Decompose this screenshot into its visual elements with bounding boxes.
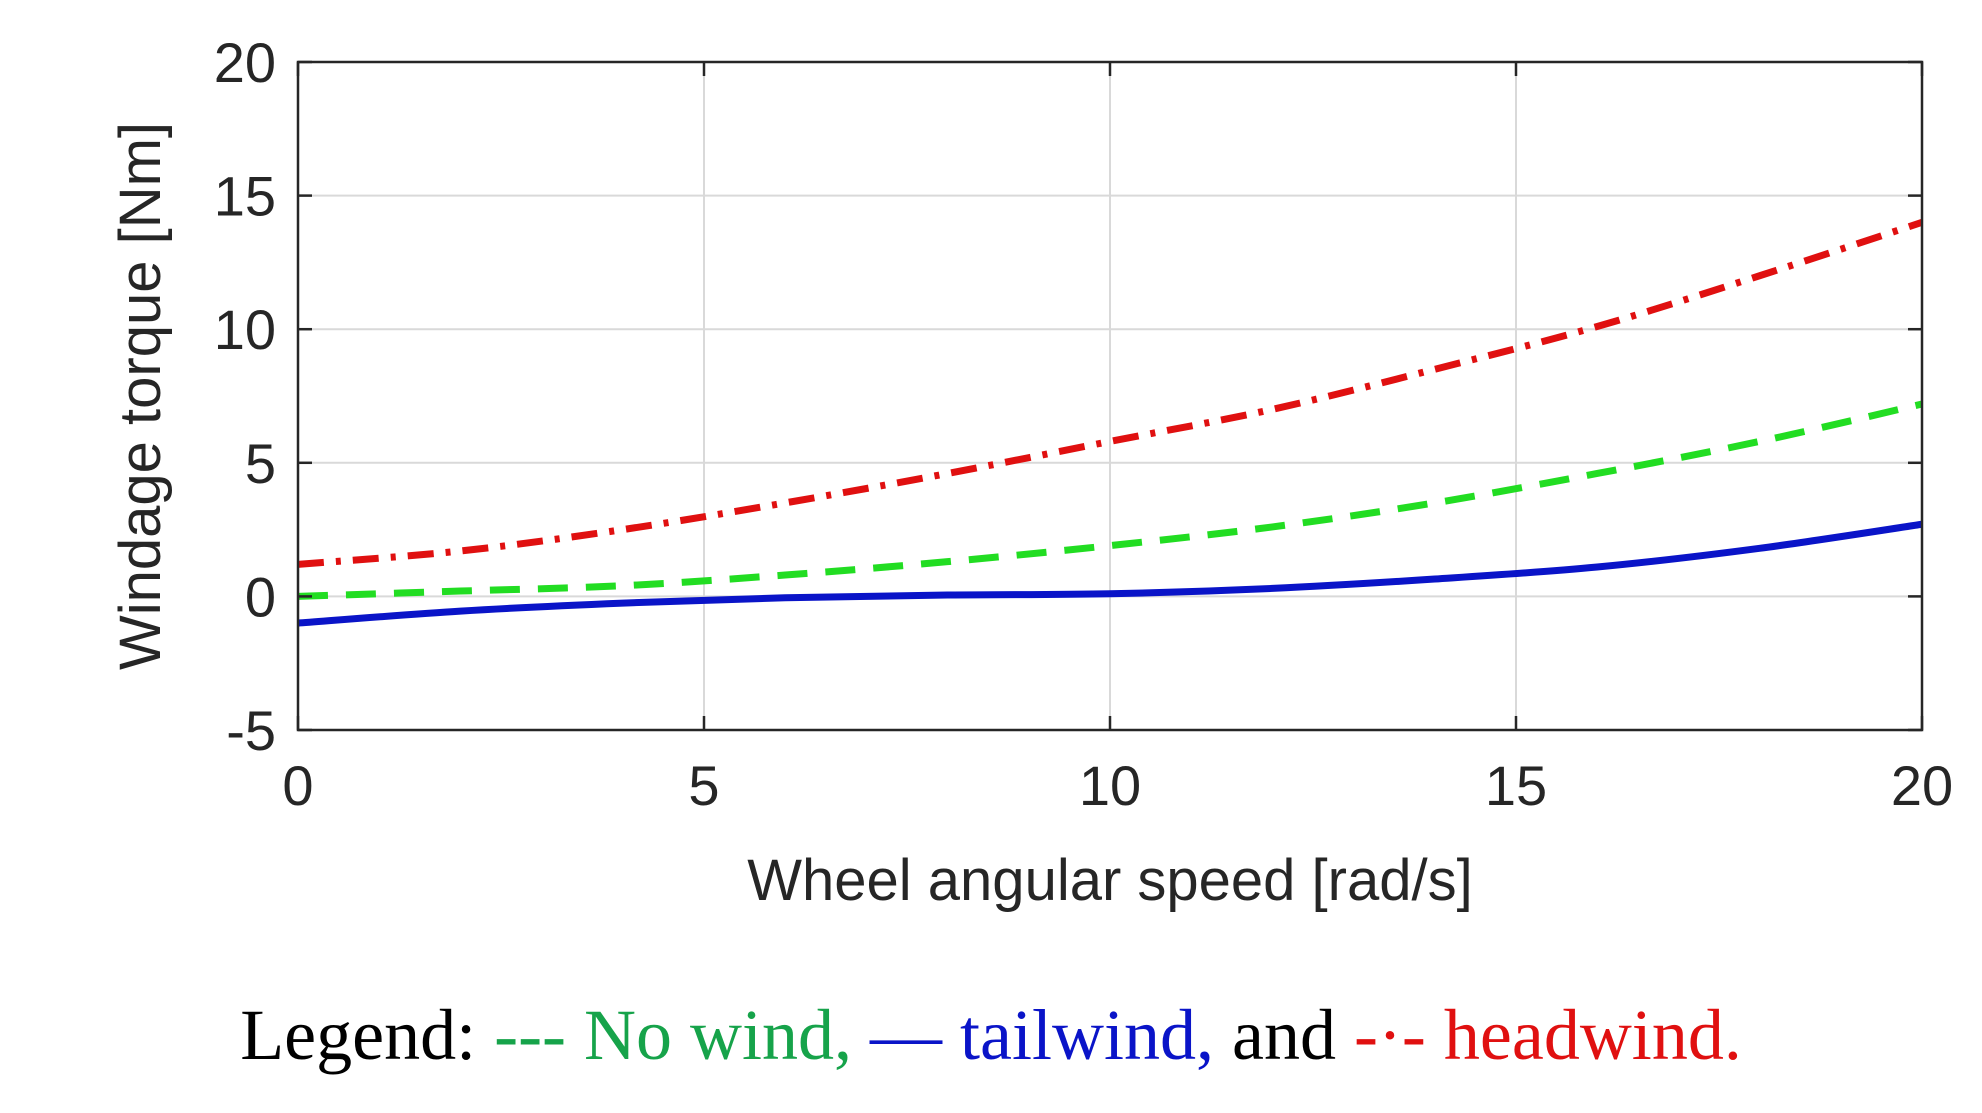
x-axis-ticks: 0 5 10 15 20 — [282, 62, 1953, 817]
x-tick-label: 0 — [282, 754, 313, 817]
y-tick-label: 5 — [245, 432, 276, 495]
series-lines — [297, 218, 1924, 627]
x-tick-label: 5 — [688, 754, 719, 817]
x-tick-label: 15 — [1485, 754, 1547, 817]
series-headwind-line — [297, 218, 1924, 568]
legend-prefix: Legend: — [240, 995, 495, 1075]
y-axis-label: Windage torque [Nm] — [108, 122, 173, 670]
legend-caption: Legend: --- No wind, — tailwind, and -·-… — [0, 990, 1982, 1080]
series-no-wind-line — [297, 400, 1923, 600]
y-tick-label: 20 — [214, 31, 276, 94]
series-tailwind-line — [297, 520, 1923, 627]
y-tick-label: -5 — [226, 699, 276, 762]
y-tick-label: 0 — [245, 565, 276, 628]
legend-item-no-wind: --- No wind, — [494, 995, 871, 1075]
legend-item-tailwind: — tailwind, — [870, 995, 1232, 1075]
y-tick-label: 10 — [214, 298, 276, 361]
x-tick-label: 10 — [1079, 754, 1141, 817]
legend-and: and — [1232, 995, 1354, 1075]
x-tick-label: 20 — [1891, 754, 1953, 817]
y-axis-ticks: -5 0 5 10 15 20 — [214, 31, 1922, 762]
legend-item-headwind: -·- headwind. — [1353, 995, 1742, 1075]
y-tick-label: 15 — [214, 165, 276, 228]
x-axis-label: Wheel angular speed [rad/s] — [747, 848, 1472, 913]
grid-lines — [297, 61, 1923, 731]
